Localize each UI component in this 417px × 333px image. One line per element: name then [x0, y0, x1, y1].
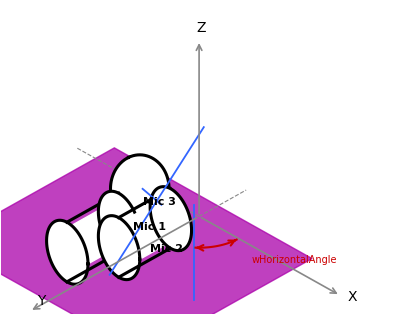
Text: Mic 1: Mic 1 — [133, 222, 166, 232]
Polygon shape — [0, 148, 312, 333]
Text: Z: Z — [196, 21, 206, 35]
Polygon shape — [150, 187, 191, 251]
Text: Mic 3: Mic 3 — [143, 197, 176, 207]
Polygon shape — [111, 160, 169, 227]
Polygon shape — [98, 191, 140, 255]
Polygon shape — [129, 155, 169, 224]
Text: wHorizontalAngle: wHorizontalAngle — [251, 255, 337, 265]
Polygon shape — [47, 220, 88, 284]
Text: Y: Y — [37, 293, 45, 307]
Text: X: X — [348, 290, 357, 304]
Polygon shape — [47, 191, 140, 264]
Polygon shape — [98, 187, 191, 259]
Polygon shape — [111, 155, 169, 223]
Text: Mic 2: Mic 2 — [150, 244, 183, 254]
Polygon shape — [98, 216, 140, 280]
